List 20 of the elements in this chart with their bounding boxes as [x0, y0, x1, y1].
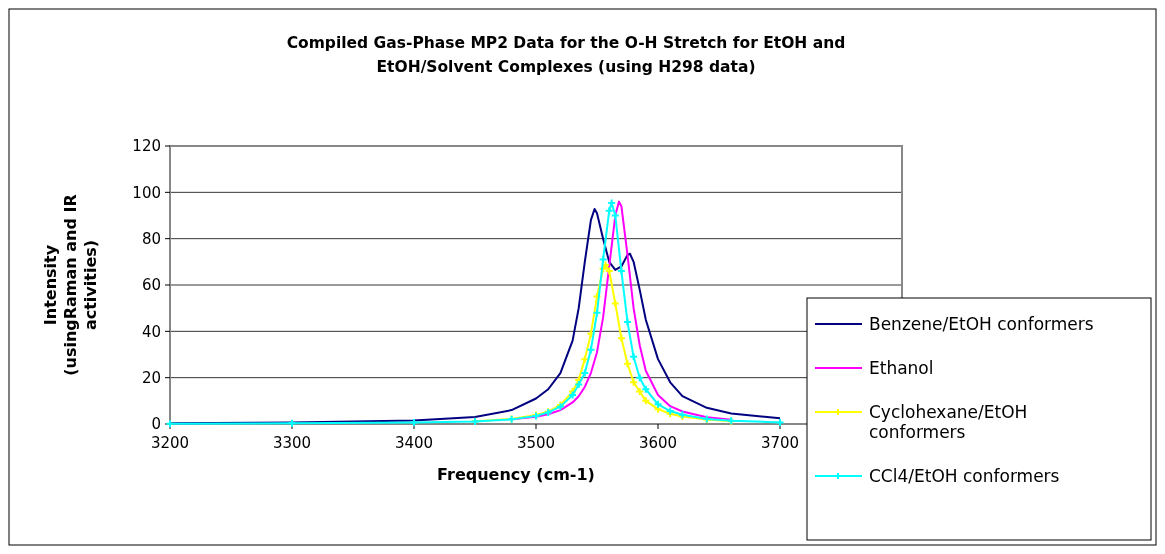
x-tick-label: 3200	[150, 434, 190, 452]
y-axis-title: Intensity (usingRaman and IR activities)	[41, 194, 100, 376]
y-tick-label: 40	[141, 322, 161, 341]
y-tick-label: 120	[132, 137, 161, 156]
x-tick-label: 3500	[516, 434, 556, 452]
chart-title: Compiled Gas-Phase MP2 Data for the O-H Stretch for EtOH and EtOH/Solvent Complexes (using H298 data)	[286, 34, 846, 76]
legend-label: Cyclohexane/EtOH conformers	[869, 401, 1028, 442]
legend-label: CCl4/EtOH conformers	[869, 465, 1060, 486]
x-tick-label: 3400	[394, 434, 434, 452]
y-tick-label: 100	[132, 183, 161, 202]
x-axis-title: Frequency (cm-1)	[437, 465, 595, 484]
x-tick-label: 3700	[760, 434, 800, 452]
y-tick-label: 80	[141, 229, 161, 248]
legend-label: Benzene/EtOH conformers	[869, 313, 1094, 334]
y-tick-label: 20	[141, 368, 161, 387]
y-tick-label: 60	[141, 276, 161, 295]
legend-label: Ethanol	[869, 357, 934, 378]
y-tick-label: 0	[151, 415, 161, 434]
x-tick-label: 3600	[638, 434, 678, 452]
x-tick-label: 3300	[272, 434, 312, 452]
